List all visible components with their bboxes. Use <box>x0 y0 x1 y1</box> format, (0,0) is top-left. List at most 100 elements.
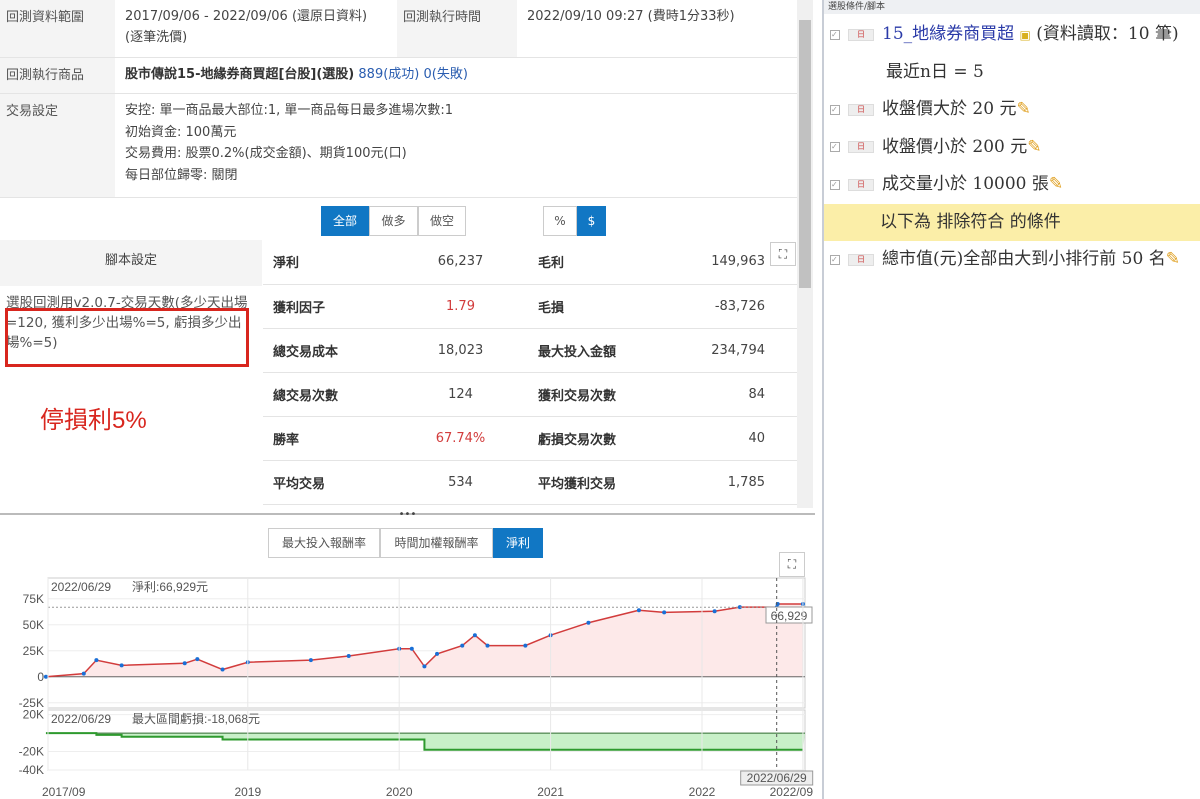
scrollbar[interactable] <box>797 0 813 508</box>
script-header: 腳本設定 <box>0 240 262 286</box>
product-name: 股市傳說15-地緣券商買超[台股](選股) <box>125 67 355 82</box>
drawdown-line <box>45 732 803 751</box>
condition-item[interactable]: 最近n日 = 5 <box>830 54 984 91</box>
trade-point <box>422 664 427 669</box>
checkbox[interactable]: ✓ <box>830 142 840 152</box>
checkbox[interactable]: ✓ <box>830 179 840 190</box>
stats-row: 總交易成本 18,023 最大投入金額 234,794 <box>263 328 797 373</box>
chart-expand-icon[interactable]: ⛶ <box>779 552 805 577</box>
stat-value: 66,237 <box>393 240 528 285</box>
condition-item[interactable]: 以下為 排除符合 的條件 <box>824 203 1200 241</box>
trade-point <box>435 651 440 656</box>
stats-row: 獲利因子 1.79 毛損 -83,726 <box>263 284 797 329</box>
product-row: 回測執行商品 股市傳說15-地緣券商買超[台股](選股) 889(成功) 0(失… <box>0 58 797 94</box>
stat-label: 淨利 <box>263 240 393 285</box>
trade-point <box>523 643 528 648</box>
filter-long-button[interactable]: 做多 <box>369 206 418 236</box>
backtest-report: 回測資料範圍 2017/09/06 - 2022/09/06 (還原日資料) (… <box>0 0 815 799</box>
pencil-icon[interactable]: ✎ <box>1048 174 1064 194</box>
fail-count[interactable]: 0(失敗) <box>423 67 468 82</box>
checkbox[interactable]: ✓ <box>830 104 840 115</box>
stats-table: 淨利 66,237 毛利 149,963 獲利因子 1.79 毛損 -83,726 總交易成本 1… <box>263 240 797 505</box>
condition-text: 以下為 排除符合 的條件 <box>880 211 1061 232</box>
pencil-icon[interactable]: ✎ <box>1016 99 1031 119</box>
filter-short-button[interactable]: 做空 <box>418 206 466 236</box>
tab-max-return[interactable]: 最大投入報酬率 <box>268 528 380 558</box>
pencil-icon[interactable]: ✎ <box>1027 136 1042 157</box>
filter-all-button[interactable]: 全部 <box>321 206 369 236</box>
condition-item[interactable]: ✓ 日成交量小於 10000 張✎ <box>830 166 1063 203</box>
trade-point <box>712 609 717 614</box>
trade-point <box>119 663 124 668</box>
stats-row: 淨利 66,237 毛利 149,963 <box>263 240 797 285</box>
stat-label: 平均交易 <box>263 460 393 505</box>
checkbox[interactable]: ✓ <box>830 254 840 265</box>
y-tick-label: 0 <box>37 670 44 684</box>
exclude-toggle[interactable]: 日 <box>848 103 874 116</box>
highlight-box <box>5 308 249 367</box>
cursor-date-label: 2022/06/29 <box>747 771 807 785</box>
pencil-icon[interactable]: ✎ <box>1165 249 1180 269</box>
stat-label: 虧損交易次數 <box>528 416 678 461</box>
condition-text: 15_地緣券商買超 <box>882 24 1015 44</box>
success-count[interactable]: 889(成功) <box>358 67 420 82</box>
condition-text: 收盤價小於 200 元 <box>882 136 1028 157</box>
stats-row: 勝率 67.74% 虧損交易次數 40 <box>263 416 797 461</box>
tab-net-profit[interactable]: 淨利 <box>493 528 543 558</box>
y-tick-label: -25K <box>19 696 44 710</box>
x-tick-label: 2019 <box>234 785 261 799</box>
profit-readout: 淨利:66,929元 <box>132 580 208 594</box>
stat-label: 獲利交易次數 <box>528 372 678 417</box>
y-tick-label: 25K <box>23 644 44 658</box>
stat-label: 毛損 <box>528 284 678 329</box>
record-count: (資料讀取：10 筆) <box>1036 24 1179 44</box>
condition-text: 成交量小於 10000 張 <box>882 174 1049 194</box>
condition-item[interactable]: ✓ 日 15_地緣券商買超 ▣ (資料讀取：10 筆) <box>830 16 1179 53</box>
x-tick-label: 2022/09 <box>770 785 814 799</box>
trade-point <box>472 633 477 638</box>
expand-icon[interactable]: ⛶ <box>770 242 796 266</box>
image-icon[interactable]: ▣ <box>1019 28 1031 42</box>
unit-dollar-button[interactable]: $ <box>577 206 606 236</box>
trade-point <box>662 610 667 615</box>
product-label: 回測執行商品 <box>0 58 115 93</box>
x-tick-label: 2022 <box>689 785 716 799</box>
condition-item[interactable]: ✓ 日總市值(元)全部由大到小排行前 50 名✎ <box>830 241 1180 278</box>
stat-label: 總交易次數 <box>263 372 393 417</box>
tab-time-weighted[interactable]: 時間加權報酬率 <box>380 528 493 558</box>
stat-value: 1,785 <box>678 460 797 505</box>
condition-text: 總市值(元)全部由大到小排行前 50 名 <box>882 249 1166 269</box>
x-tick-label: 2021 <box>537 785 564 799</box>
exclude-toggle[interactable]: 日 <box>848 28 874 41</box>
stat-value: -83,726 <box>678 284 797 329</box>
condition-item[interactable]: ✓ 日收盤價大於 20 元✎ <box>830 91 1031 128</box>
trade-row: 交易設定 安控: 單一商品最大部位:1, 單一商品每日最多進場次數:1 初始資金… <box>0 94 797 198</box>
condition-item[interactable]: ✓ 日收盤價小於 200 元✎ <box>830 129 1042 166</box>
stat-label: 最大投入金額 <box>528 328 678 373</box>
trade-point <box>81 671 86 676</box>
stat-label: 勝率 <box>263 416 393 461</box>
exclude-toggle[interactable]: 日 <box>848 178 874 191</box>
trade-line: 初始資金: 100萬元 <box>125 124 237 140</box>
trade-point <box>220 667 225 672</box>
exclude-toggle[interactable]: 日 <box>848 141 874 153</box>
unit-percent-button[interactable]: % <box>543 206 577 236</box>
checkbox[interactable]: ✓ <box>830 29 840 40</box>
stat-value: 124 <box>393 372 528 417</box>
stats-row: 平均交易 534 平均獲利交易 1,785 <box>263 460 797 505</box>
splitter-handle[interactable]: ••• <box>0 510 815 520</box>
condition-text: 最近n日 = 5 <box>886 61 984 82</box>
exclude-toggle[interactable]: 日 <box>848 253 874 266</box>
time-label: 回測執行時間 <box>397 0 517 57</box>
trade-point <box>346 654 351 658</box>
x-tick-label: 2017/09 <box>42 785 86 799</box>
y-tick-label: 75K <box>23 592 44 606</box>
trade-point <box>308 658 313 663</box>
stat-value: 1.79 <box>393 284 528 329</box>
condition-panel: 選股條件/腳本 ✓ 日 15_地緣券商買超 ▣ (資料讀取：10 筆) 最近n日 = … <box>822 0 1200 799</box>
trade-point <box>182 661 187 666</box>
trade-point <box>737 605 742 610</box>
stat-value: 40 <box>678 416 797 461</box>
value-label-box <box>765 606 813 624</box>
y-tick-label: -20K <box>19 745 44 759</box>
